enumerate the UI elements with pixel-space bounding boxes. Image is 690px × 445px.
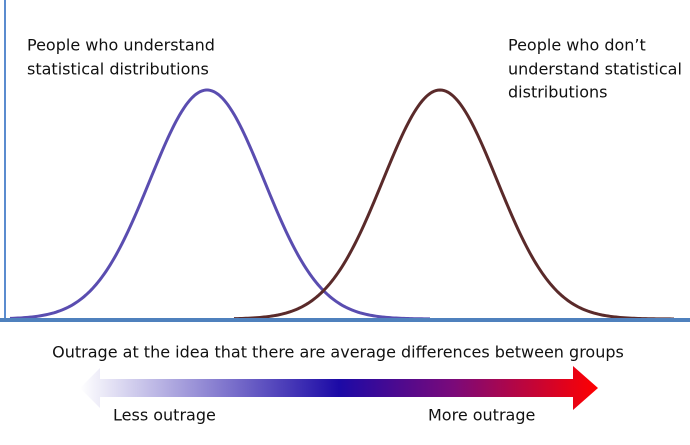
right-label: People who don’t [508,36,646,55]
axis-caption: Outrage at the idea that there are avera… [52,343,624,362]
right-label: distributions [508,83,608,102]
outrage-arrow [80,366,598,410]
right-curve [233,88,675,321]
scale-low-label: Less outrage [113,406,216,425]
left-label: People who understand [27,36,215,55]
left-curve [9,88,431,321]
right-label: understand statistical [508,60,682,79]
left-label: statistical distributions [27,60,209,79]
scale-high-label: More outrage [428,406,535,425]
